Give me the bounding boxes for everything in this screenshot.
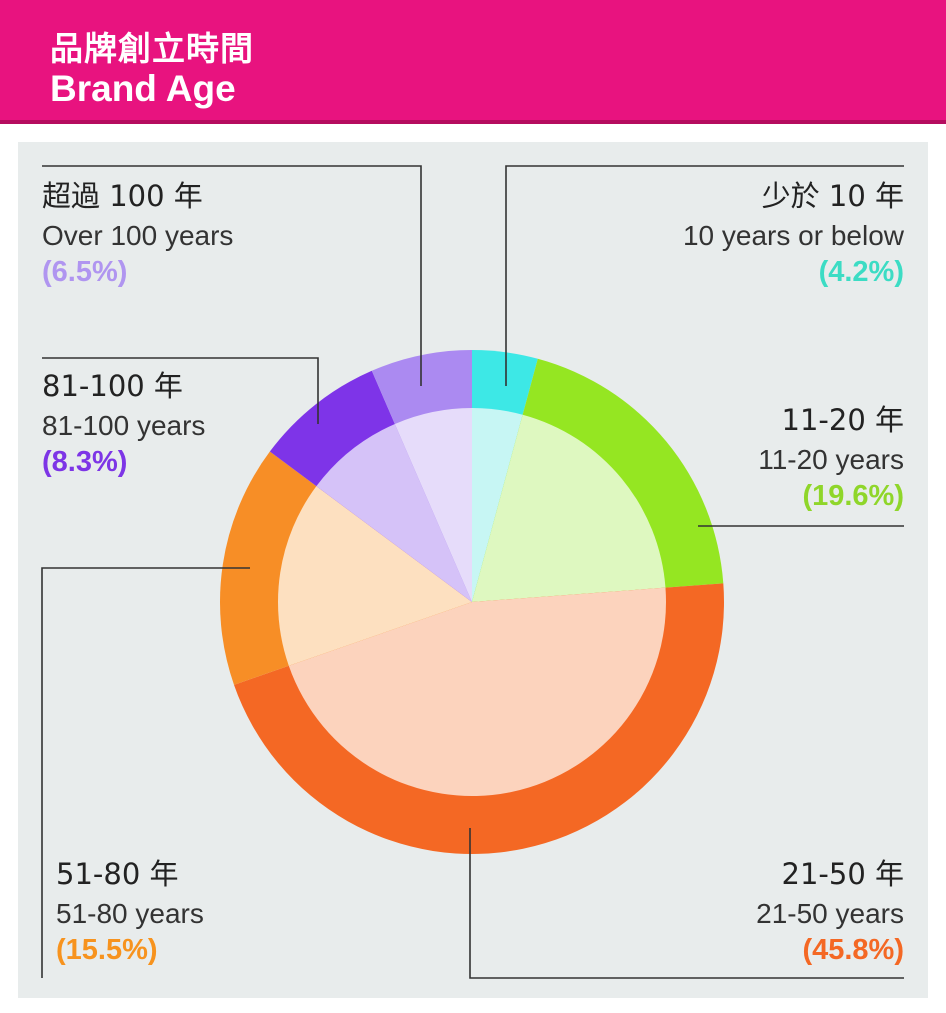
- slice-percent: (15.5%): [56, 934, 158, 966]
- legend-label-21-50: 21-50 年 21-50 years (45.8%): [756, 860, 904, 965]
- legend-label-51-80: 51-80 年 51-80 years (15.5%): [56, 860, 204, 965]
- chart-title-english: Brand Age: [50, 68, 236, 109]
- leader-line-10-or-below: [505, 165, 904, 386]
- pie-slice-inner-21-50-years: [288, 587, 666, 796]
- leader-line-51-80: [41, 567, 250, 978]
- pie-slice-inner-51-80-years: [277, 486, 472, 666]
- slice-label-zh: 21-50 年: [781, 857, 905, 891]
- leader-line-21-50: [469, 828, 904, 979]
- legend-label-81-100: 81-100 年 81-100 years (8.3%): [42, 372, 205, 477]
- legend-label-over-100: 超過 100 年 Over 100 years (6.5%): [42, 182, 233, 287]
- pie-slice-inner-over-100-years: [394, 408, 472, 602]
- slice-label-zh: 11-20 年: [781, 403, 905, 437]
- slice-label-en: Over 100 years: [42, 220, 234, 251]
- slice-label-en: 51-80 years: [56, 898, 204, 929]
- slice-label-en: 21-50 years: [756, 898, 904, 929]
- slice-percent: (4.2%): [818, 256, 904, 288]
- slice-label-zh: 超過 100 年: [42, 179, 203, 213]
- header-banner: 品牌創立時間 Brand Age: [0, 0, 946, 124]
- legend-label-10-or-below: 少於 10 年 10 years or below (4.2%): [683, 182, 904, 287]
- slice-label-zh: 少於 10 年: [761, 179, 904, 213]
- chart-title-chinese: 品牌創立時間: [50, 30, 254, 67]
- leader-line-over-100: [42, 165, 422, 386]
- slice-percent: (19.6%): [802, 480, 904, 512]
- pie-slice-inner-10-years-or-below: [472, 408, 523, 602]
- legend-label-11-20: 11-20 年 11-20 years (19.6%): [758, 406, 904, 511]
- slice-label-en: 81-100 years: [42, 410, 206, 441]
- slice-percent: (6.5%): [42, 256, 128, 288]
- slice-label-zh: 81-100 年: [42, 369, 183, 403]
- slice-label-zh: 51-80 年: [56, 857, 179, 891]
- leader-line-81-100: [42, 357, 319, 424]
- slice-percent: (45.8%): [802, 934, 904, 966]
- pie-slice-inner-81-100-years: [316, 423, 472, 602]
- pie-slice-inner-11-20-years: [472, 414, 666, 602]
- slice-label-en: 11-20 years: [758, 444, 904, 475]
- slice-percent: (8.3%): [42, 446, 128, 478]
- slice-label-en: 10 years or below: [682, 220, 904, 251]
